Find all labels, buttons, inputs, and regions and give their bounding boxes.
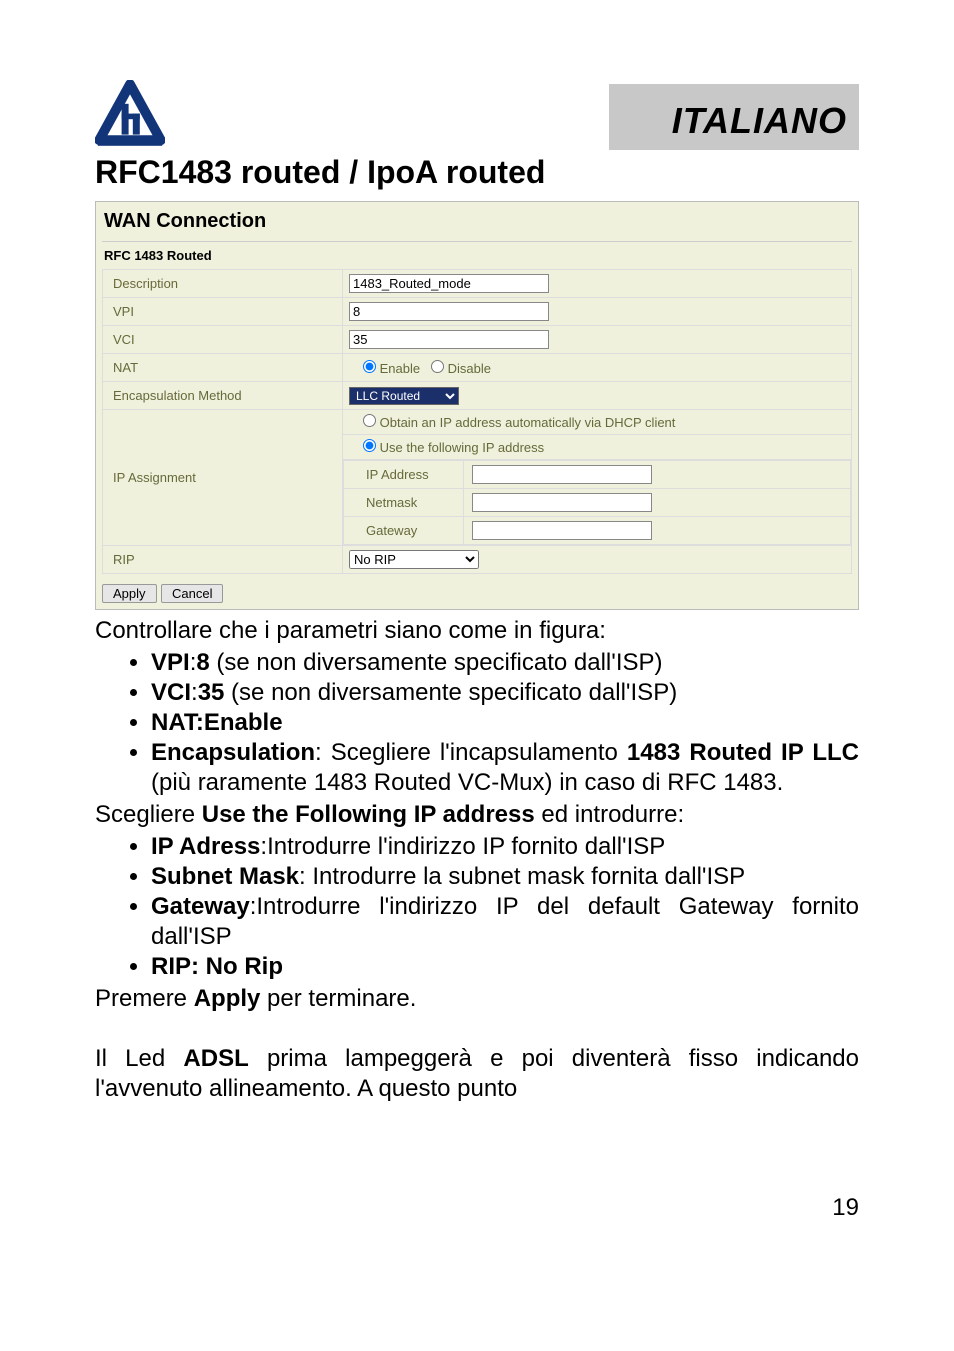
- list-item: VPI:8 (se non diversamente specificato d…: [151, 648, 859, 678]
- premere-line: Premere Apply per terminare.: [95, 984, 859, 1014]
- wan-form-table: Description VPI VCI NAT Enable Disable: [102, 269, 852, 574]
- apply-button[interactable]: Apply: [102, 584, 157, 603]
- language-badge: ITALIANO: [609, 84, 859, 150]
- scegliere-line: Scegliere Use the Following IP address e…: [95, 800, 859, 830]
- ip-address-input[interactable]: [472, 465, 652, 484]
- description-label: Description: [103, 270, 343, 298]
- list-item: IP Adress:Introdurre l'indirizzo IP forn…: [151, 832, 859, 862]
- ip-address-label: IP Address: [344, 461, 464, 489]
- page-number: 19: [95, 1194, 859, 1222]
- nat-enable-radio[interactable]: [363, 360, 376, 373]
- nat-enable-option[interactable]: Enable: [363, 361, 420, 376]
- vpi-input[interactable]: [349, 302, 549, 321]
- description-input[interactable]: [349, 274, 549, 293]
- page-title: RFC1483 routed / IpoA routed: [95, 154, 859, 191]
- intro-line: Controllare che i parametri siano come i…: [95, 616, 859, 646]
- static-radio[interactable]: [363, 439, 376, 452]
- list-item: RIP: No Rip: [151, 952, 859, 982]
- rip-label: RIP: [103, 546, 343, 574]
- led-paragraph: Il Led ADSL prima lampeggerà e poi diven…: [95, 1044, 859, 1104]
- ip-assignment-label: IP Assignment: [103, 410, 343, 546]
- encap-label: Encapsulation Method: [103, 382, 343, 410]
- instruction-text: Controllare che i parametri siano come i…: [95, 616, 859, 1104]
- wan-heading: WAN Connection: [102, 206, 852, 242]
- nat-disable-option[interactable]: Disable: [431, 361, 491, 376]
- list-item: VCI:35 (se non diversamente specificato …: [151, 678, 859, 708]
- rip-select[interactable]: No RIP: [349, 550, 479, 569]
- wan-connection-panel: WAN Connection RFC 1483 Routed Descripti…: [95, 201, 859, 610]
- page-header: ITALIANO: [95, 80, 859, 150]
- list-item: Subnet Mask: Introdurre la subnet mask f…: [151, 862, 859, 892]
- dhcp-option[interactable]: Obtain an IP address automatically via D…: [363, 415, 675, 430]
- gateway-label: Gateway: [344, 517, 464, 545]
- vci-input[interactable]: [349, 330, 549, 349]
- list-item: NAT:Enable: [151, 708, 859, 738]
- encap-select[interactable]: LLC Routed: [349, 387, 459, 405]
- gateway-input[interactable]: [472, 521, 652, 540]
- list-item: Encapsulation: Scegliere l'incapsulament…: [151, 738, 859, 798]
- list-item: Gateway:Introdurre l'indirizzo IP del de…: [151, 892, 859, 952]
- netmask-input[interactable]: [472, 493, 652, 512]
- static-ip-option[interactable]: Use the following IP address: [363, 440, 544, 455]
- brand-logo: [95, 80, 165, 150]
- nat-disable-radio[interactable]: [431, 360, 444, 373]
- dhcp-radio[interactable]: [363, 414, 376, 427]
- vci-label: VCI: [103, 326, 343, 354]
- button-row: Apply Cancel: [102, 584, 852, 603]
- netmask-label: Netmask: [344, 489, 464, 517]
- cancel-button[interactable]: Cancel: [161, 584, 223, 603]
- vpi-label: VPI: [103, 298, 343, 326]
- nat-label: NAT: [103, 354, 343, 382]
- wan-subheading: RFC 1483 Routed: [102, 242, 852, 269]
